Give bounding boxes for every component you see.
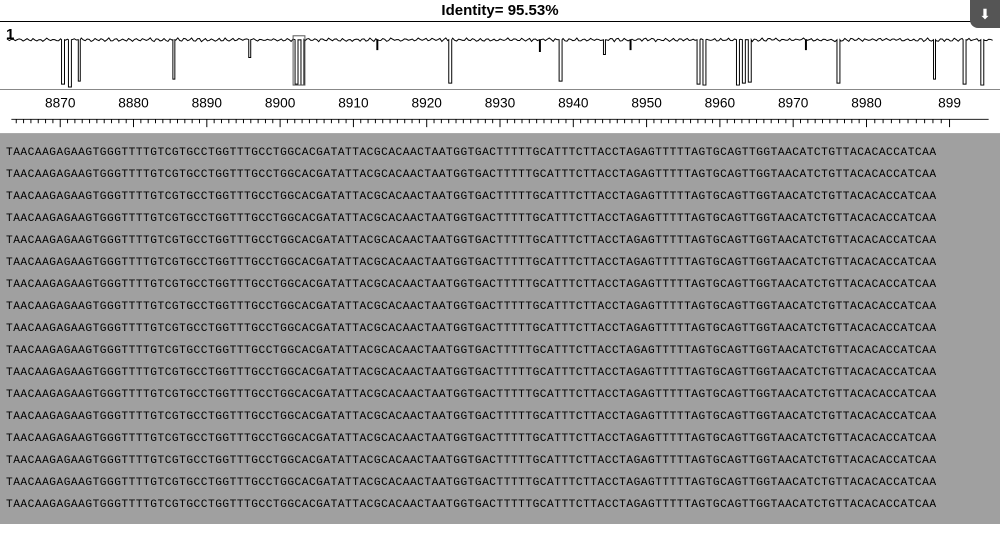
- sequence-row[interactable]: TAACAAGAGAAGTGGGTTTTGTCGTGCCTGGTTTGCCTGG…: [4, 274, 996, 296]
- sequence-row[interactable]: TAACAAGAGAAGTGGGTTTTGTCGTGCCTGGTTTGCCTGG…: [4, 142, 996, 164]
- sequence-row[interactable]: TAACAAGAGAAGTGGGTTTTGTCGTGCCTGGTTTGCCTGG…: [4, 208, 996, 230]
- position-ruler: 8870 8880 8890 8900 8910 8920 8930 8940 8950 8960…: [0, 90, 1000, 133]
- svg-text:8900: 8900: [265, 96, 296, 111]
- sequence-row[interactable]: TAACAAGAGAAGTGGGTTTTGTCGTGCCTGGTTTGCCTGG…: [4, 472, 996, 494]
- sequence-row[interactable]: TAACAAGAGAAGTGGGTTTTGTCGTGCCTGGTTTGCCTGG…: [4, 340, 996, 362]
- svg-text:8960: 8960: [705, 96, 736, 111]
- sequence-row[interactable]: TAACAAGAGAAGTGGGTTTTGTCGTGCCTGGTTTGCCTGG…: [4, 362, 996, 384]
- trace-plot: [0, 22, 1000, 89]
- sequence-row[interactable]: TAACAAGAGAAGTGGGTTTTGTCGTGCCTGGTTTGCCTGG…: [4, 384, 996, 406]
- svg-text:8930: 8930: [485, 96, 516, 111]
- svg-text:8920: 8920: [411, 96, 442, 111]
- sequence-row[interactable]: TAACAAGAGAAGTGGGTTTTGTCGTGCCTGGTTTGCCTGG…: [4, 450, 996, 472]
- sequence-row[interactable]: TAACAAGAGAAGTGGGTTTTGTCGTGCCTGGTTTGCCTGG…: [4, 406, 996, 428]
- identity-label: Identity= 95.53%: [441, 2, 558, 19]
- svg-text:8940: 8940: [558, 96, 589, 111]
- svg-text:8910: 8910: [338, 96, 369, 111]
- sequence-row[interactable]: TAACAAGAGAAGTGGGTTTTGTCGTGCCTGGTTTGCCTGG…: [4, 164, 996, 186]
- svg-text:8870: 8870: [45, 96, 76, 111]
- download-icon[interactable]: ⬇: [970, 0, 1000, 28]
- svg-text:8980: 8980: [851, 96, 882, 111]
- sequence-row[interactable]: TAACAAGAGAAGTGGGTTTTGTCGTGCCTGGTTTGCCTGG…: [4, 296, 996, 318]
- trace-panel[interactable]: 1: [0, 22, 1000, 90]
- svg-text:8890: 8890: [192, 96, 223, 111]
- sequence-row[interactable]: TAACAAGAGAAGTGGGTTTTGTCGTGCCTGGTTTGCCTGG…: [4, 494, 996, 516]
- svg-text:8970: 8970: [778, 96, 809, 111]
- trace-index: 1: [6, 26, 14, 43]
- svg-text:8950: 8950: [631, 96, 662, 111]
- sequence-row[interactable]: TAACAAGAGAAGTGGGTTTTGTCGTGCCTGGTTTGCCTGG…: [4, 230, 996, 252]
- sequence-row[interactable]: TAACAAGAGAAGTGGGTTTTGTCGTGCCTGGTTTGCCTGG…: [4, 252, 996, 274]
- download-glyph: ⬇: [979, 6, 991, 23]
- sequence-row[interactable]: TAACAAGAGAAGTGGGTTTTGTCGTGCCTGGTTTGCCTGG…: [4, 186, 996, 208]
- sequence-alignment-panel[interactable]: TAACAAGAGAAGTGGGTTTTGTCGTGCCTGGTTTGCCTGG…: [0, 134, 1000, 524]
- sequence-row[interactable]: TAACAAGAGAAGTGGGTTTTGTCGTGCCTGGTTTGCCTGG…: [4, 428, 996, 450]
- svg-text:899: 899: [938, 96, 961, 111]
- svg-text:8880: 8880: [118, 96, 149, 111]
- ruler-panel[interactable]: 8870 8880 8890 8900 8910 8920 8930 8940 8950 8960…: [0, 90, 1000, 134]
- header: Identity= 95.53%: [0, 0, 1000, 22]
- sequence-row[interactable]: TAACAAGAGAAGTGGGTTTTGTCGTGCCTGGTTTGCCTGG…: [4, 318, 996, 340]
